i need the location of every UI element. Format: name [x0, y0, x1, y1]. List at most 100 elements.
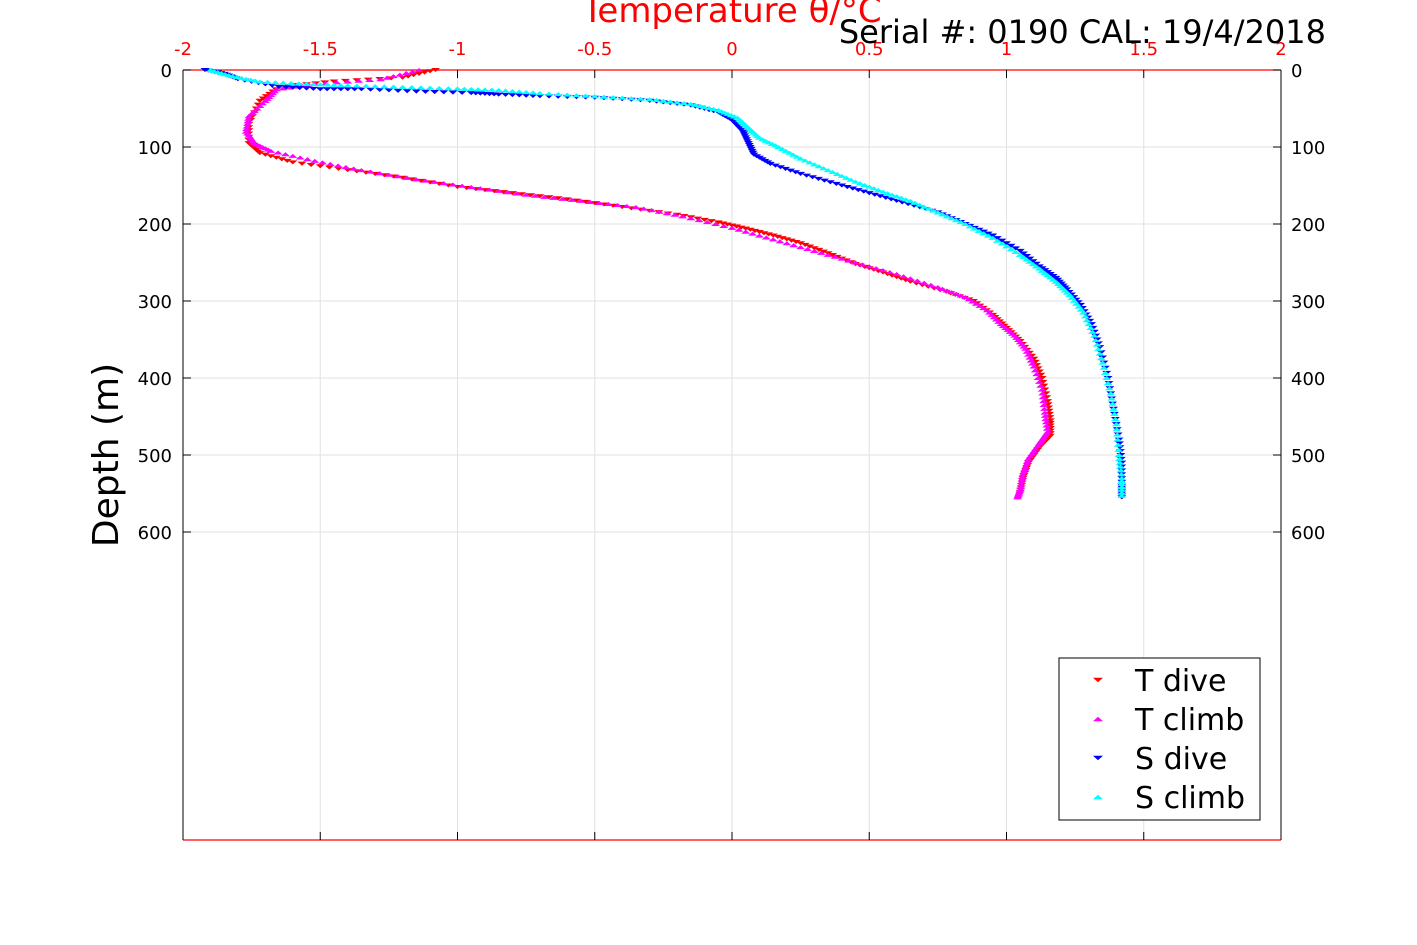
- data-point: [375, 87, 385, 93]
- y-tick-label: 400: [138, 369, 172, 390]
- data-point: [1037, 387, 1047, 392]
- data-point: [896, 195, 906, 200]
- data-point: [1117, 476, 1127, 481]
- data-point: [796, 156, 806, 161]
- data-point: [881, 195, 891, 200]
- y-tick-label: 300: [138, 292, 172, 313]
- data-point: [459, 86, 469, 91]
- data-point: [274, 84, 284, 89]
- data-point: [816, 250, 826, 255]
- data-point: [354, 78, 364, 83]
- data-point: [983, 233, 993, 238]
- data-point: [813, 176, 823, 181]
- data-point: [702, 220, 712, 225]
- data-point: [1041, 417, 1051, 422]
- data-point: [439, 181, 449, 186]
- data-point: [1114, 452, 1124, 458]
- data-point: [1093, 347, 1103, 352]
- data-point: [398, 75, 408, 80]
- data-point: [271, 155, 281, 160]
- data-point: [1100, 370, 1110, 375]
- data-point: [777, 146, 787, 151]
- data-point: [585, 199, 595, 204]
- data-point: [1078, 310, 1088, 315]
- data-point: [947, 290, 957, 295]
- data-point: [864, 184, 874, 189]
- data-point: [639, 206, 649, 211]
- data-point: [243, 121, 253, 126]
- data-point: [270, 80, 280, 85]
- data-point: [329, 79, 339, 84]
- data-point: [1039, 402, 1049, 407]
- data-point: [711, 221, 721, 227]
- data-point: [416, 85, 426, 90]
- data-point: [581, 93, 591, 98]
- data-point: [869, 186, 879, 191]
- data-point: [297, 161, 307, 166]
- data-point: [781, 166, 791, 171]
- data-point: [295, 86, 305, 91]
- data-point: [1045, 420, 1055, 425]
- data-point: [956, 220, 966, 225]
- data-point: [672, 100, 682, 105]
- data-point: [395, 72, 405, 77]
- data-point: [280, 152, 290, 157]
- data-point: [1012, 495, 1022, 500]
- data-point: [988, 235, 998, 240]
- data-point: [263, 79, 273, 84]
- data-point: [1089, 333, 1099, 338]
- data-point: [678, 214, 688, 219]
- data-point: [260, 152, 270, 157]
- data-point: [302, 157, 312, 162]
- data-point: [1117, 481, 1127, 487]
- data-point: [750, 228, 760, 233]
- data-point: [800, 158, 810, 163]
- data-point: [528, 90, 538, 95]
- data-point: [278, 86, 288, 91]
- data-point: [539, 194, 549, 199]
- data-point: [897, 200, 907, 205]
- data-point: [315, 82, 325, 87]
- y-tick-label: 100: [138, 138, 172, 159]
- data-point: [1106, 391, 1116, 396]
- data-point: [775, 165, 785, 170]
- data-point: [878, 189, 888, 194]
- y-tick-label-right: 400: [1291, 369, 1325, 390]
- data-point: [979, 231, 989, 236]
- data-point: [1017, 477, 1027, 482]
- data-point: [878, 268, 888, 273]
- x-tick-label: 0.5: [855, 39, 884, 60]
- data-point: [521, 93, 531, 98]
- serial-label: Serial #: 0190 CAL: 19/4/2018: [839, 13, 1326, 51]
- data-point: [302, 81, 312, 86]
- data-point: [343, 168, 353, 173]
- y-tick-label: 600: [138, 523, 172, 544]
- data-point: [336, 83, 346, 88]
- x-tick-label: 0: [726, 39, 737, 60]
- data-point: [288, 153, 298, 158]
- y-tick-label-right: 0: [1291, 61, 1302, 82]
- data-point: [841, 175, 851, 180]
- data-point: [741, 226, 751, 231]
- data-point: [1023, 459, 1033, 464]
- data-point: [590, 94, 600, 99]
- data-point: [844, 258, 854, 263]
- series-t-dive: [244, 67, 1055, 494]
- data-point: [286, 81, 296, 86]
- data-point: [343, 83, 353, 88]
- data-point: [1102, 375, 1112, 381]
- data-point: [1091, 338, 1101, 343]
- data-point: [1026, 358, 1036, 363]
- data-point: [567, 197, 577, 202]
- data-point: [306, 162, 316, 167]
- data-point: [255, 79, 265, 84]
- data-point: [933, 285, 943, 290]
- data-point: [1115, 456, 1125, 461]
- legend-label: T climb: [1134, 703, 1244, 738]
- data-point: [809, 162, 819, 167]
- data-point: [407, 85, 417, 90]
- data-point: [892, 194, 902, 199]
- data-point: [473, 87, 483, 92]
- data-point: [350, 87, 360, 92]
- data-point: [796, 171, 806, 176]
